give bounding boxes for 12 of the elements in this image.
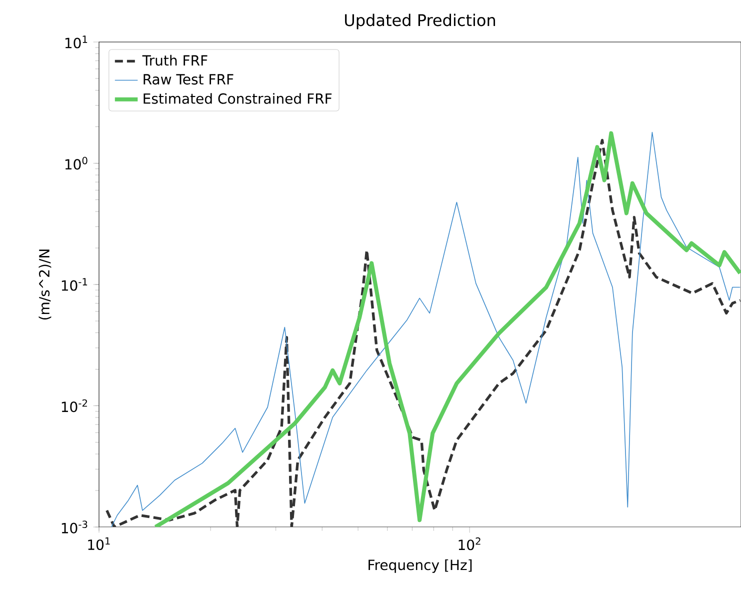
legend-label: Estimated Constrained FRF <box>144 93 332 104</box>
y-tick-label: 10$^{-2}$ <box>62 399 87 412</box>
legend-label: Raw Test FRF <box>144 74 234 85</box>
y-tick-label: 10$^{1}$ <box>65 36 88 48</box>
y-tick-label: 10$^{-3}$ <box>62 520 88 534</box>
y-tick-label: 10$^{-1}$ <box>62 278 88 291</box>
x-axis-title: Frequency [Hz] <box>368 559 472 573</box>
legend-label: Truth FRF <box>142 54 208 66</box>
y-axis-title: (m/s^2)/N <box>38 250 52 320</box>
chart-title: Updated Prediction <box>345 14 496 30</box>
x-tick-label: 10$^{2}$ <box>458 537 480 550</box>
y-tick-label: 10$^{0}$ <box>65 156 88 170</box>
